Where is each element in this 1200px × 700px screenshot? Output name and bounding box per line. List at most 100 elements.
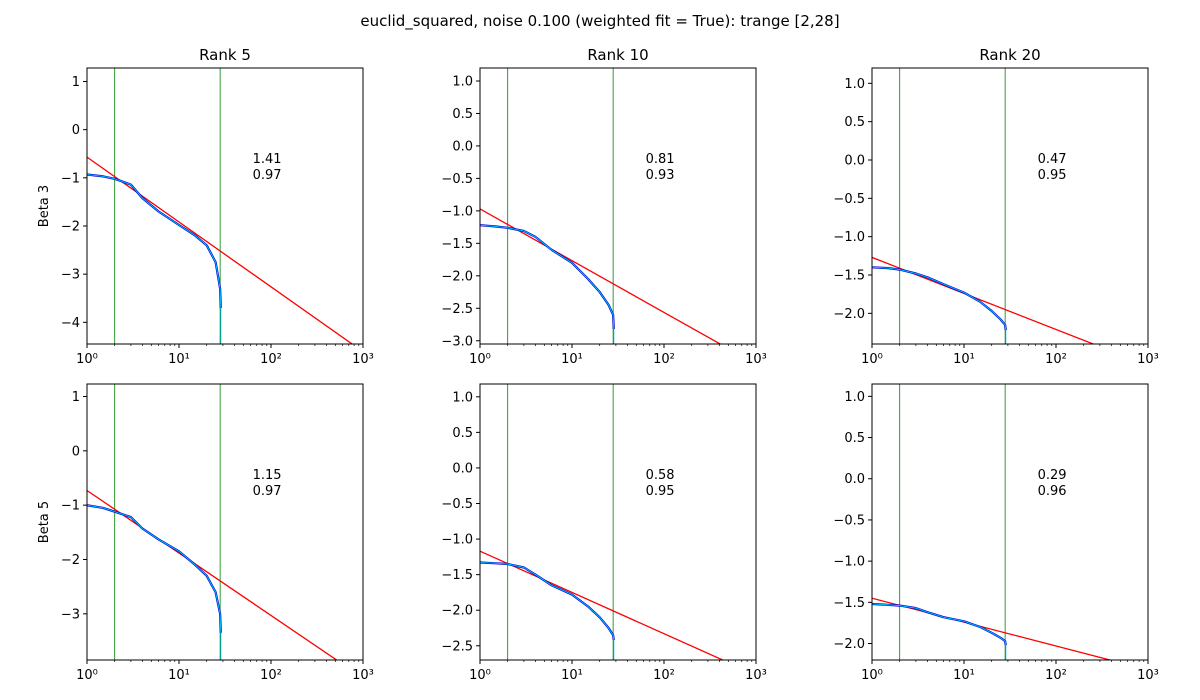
y-tick-label: −2.5 [441, 302, 473, 317]
plot-area [87, 384, 363, 660]
x-tick-label: 10³ [352, 668, 374, 683]
x-tick-label: 10² [1045, 352, 1067, 367]
y-tick-label: −1.5 [441, 568, 473, 583]
subplot-3: 0.470.95 1.0 0.5 0.0 −0.5 −1.0 −1.5 −2.0 10⁰ 10¹ 1… [833, 46, 1158, 367]
plot-area [480, 384, 756, 660]
x-tick-label: 10¹ [561, 352, 583, 367]
y-tick-label: −1.5 [441, 237, 473, 252]
x-tick-label: 10³ [352, 352, 374, 367]
plot-content [87, 68, 354, 344]
y-tick-label: −3 [61, 268, 80, 283]
x-tick-label: 10¹ [168, 668, 190, 683]
y-tick-label: 0.5 [452, 107, 473, 122]
x-tick-label: 10⁰ [861, 668, 883, 683]
plot-content [872, 384, 1113, 660]
plot-content [480, 384, 725, 660]
fit-line [872, 597, 1113, 660]
figure-title: euclid_squared, noise 0.100 (weighted fi… [360, 12, 839, 31]
plot-area [480, 68, 756, 344]
data-series-1-overlay [872, 266, 1007, 331]
y-tick-label: 0 [72, 444, 80, 459]
subplot-5: 0.580.95 1.0 0.5 0.0 −0.5 −1.0 −1.5 −2.0 −2.5 10⁰… [441, 383, 767, 683]
y-tick-label: −0.5 [833, 192, 865, 207]
data-series-1-overlay [87, 504, 222, 633]
x-tick-label: 10³ [1137, 668, 1159, 683]
x-tick-label: 10¹ [168, 352, 190, 367]
plot-frame [479, 383, 757, 661]
plot-frame [86, 383, 364, 661]
x-tick-label: 10⁰ [76, 352, 98, 367]
x-tick-label: 10² [1045, 668, 1067, 683]
y-tick-label: 0.0 [452, 461, 473, 476]
plot-frame [86, 67, 364, 345]
plot-area [87, 68, 363, 344]
annotation-value: 0.96 [1038, 484, 1067, 499]
y-tick-label: −1.0 [833, 555, 865, 570]
x-tick-label: 10² [260, 668, 282, 683]
annotation-value: 0.93 [646, 168, 675, 183]
x-tick-label: 10⁰ [469, 352, 491, 367]
y-tick-label: −2.0 [833, 307, 865, 322]
x-tick-label: 10¹ [953, 352, 975, 367]
x-tick-label: 10⁰ [469, 668, 491, 683]
y-tick-label: 0.5 [844, 115, 865, 130]
x-tick-label: 10¹ [953, 668, 975, 683]
y-tick-label: −2.0 [833, 637, 865, 652]
y-tick-label: −1 [61, 499, 80, 514]
plot-area [872, 68, 1148, 344]
x-tick-label: 10⁰ [861, 352, 883, 367]
annotation-value: 0.58 [646, 468, 675, 483]
plot-content [480, 68, 722, 344]
subplot-title: Rank 5 [199, 46, 251, 64]
y-tick-label: −2 [61, 219, 80, 234]
plot-area [872, 384, 1148, 660]
data-series-1-overlay [480, 224, 615, 330]
y-tick-label: 1.0 [844, 390, 865, 405]
annotation-value: 0.81 [646, 152, 675, 167]
y-tick-label: −0.5 [441, 497, 473, 512]
y-tick-label: 1 [72, 75, 80, 90]
y-tick-label: −1 [61, 171, 80, 186]
y-tick-label: −2.0 [441, 604, 473, 619]
y-tick-label: 1 [72, 390, 80, 405]
y-tick-label: 1.0 [452, 390, 473, 405]
plot-content [872, 68, 1095, 344]
data-series-1-overlay [87, 174, 222, 308]
y-tick-label: −1.5 [833, 269, 865, 284]
y-tick-label: 1.0 [452, 74, 473, 89]
y-tick-label: −2.0 [441, 269, 473, 284]
y-tick-label: −1.0 [441, 204, 473, 219]
data-series-1-overlay [480, 562, 615, 641]
y-tick-label: −0.5 [833, 513, 865, 528]
y-axis-label: Beta 3 [37, 185, 52, 227]
annotation-value: 0.95 [1038, 168, 1067, 183]
y-tick-label: −2.5 [441, 639, 473, 654]
x-tick-label: 10⁰ [76, 668, 98, 683]
y-tick-label: −2 [61, 553, 80, 568]
annotation-value: 0.47 [1038, 152, 1067, 167]
y-tick-label: −1.0 [833, 230, 865, 245]
data-series-1-overlay [872, 603, 1007, 646]
subplot-title: Rank 10 [587, 46, 648, 64]
x-tick-label: 10² [260, 352, 282, 367]
annotation-value: 1.15 [253, 468, 282, 483]
x-tick-label: 10² [653, 352, 675, 367]
plot-frame [479, 67, 757, 345]
fit-line [480, 208, 722, 344]
y-tick-label: −3 [61, 607, 80, 622]
fit-line [87, 156, 354, 344]
subplot-title: Rank 20 [979, 46, 1040, 64]
subplot-1: 1.410.97 1 0 −1 −2 −3 −4 10⁰ 10¹ 10² 10³ Rank 5 Beta… [37, 46, 374, 367]
y-tick-label: −4 [61, 316, 80, 331]
annotation-value: 0.97 [253, 484, 282, 499]
subplot-2: 0.810.93 1.0 0.5 0.0 −0.5 −1.0 −1.5 −2.0 −2.5 −3.… [441, 46, 766, 367]
x-tick-label: 10² [653, 668, 675, 683]
y-tick-label: −1.0 [441, 533, 473, 548]
plot-content [87, 384, 338, 660]
x-tick-label: 10³ [745, 352, 767, 367]
y-tick-label: 1.0 [844, 77, 865, 92]
annotation-value: 0.29 [1038, 468, 1067, 483]
y-tick-label: −1.5 [833, 596, 865, 611]
y-axis-label: Beta 5 [37, 501, 52, 543]
